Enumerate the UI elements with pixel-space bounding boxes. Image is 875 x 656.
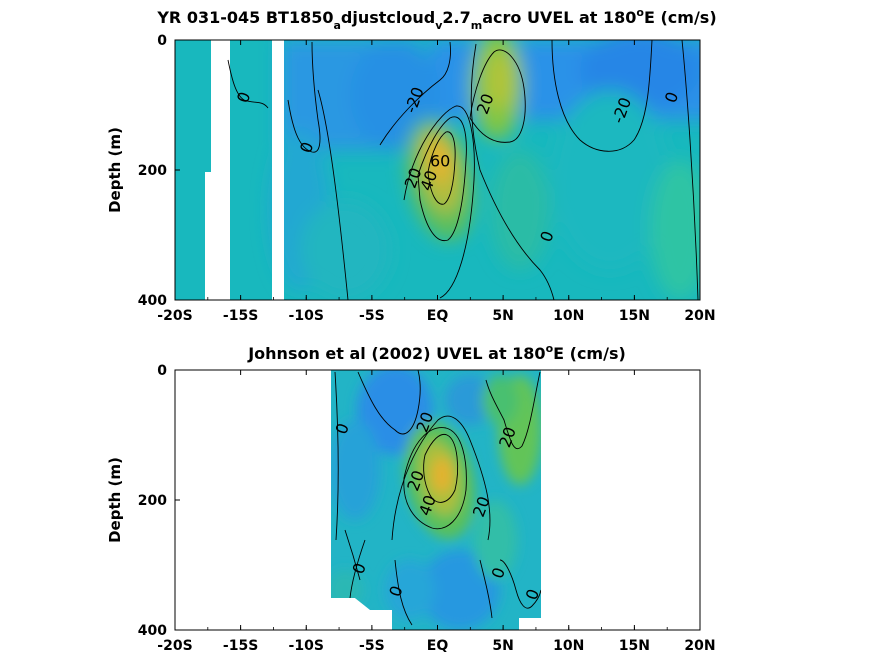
x-tick-label: 10N <box>553 308 584 324</box>
y-tick-label: 200 <box>138 163 167 179</box>
x-tick-label: 15N <box>619 638 650 654</box>
x-tick-label: -20S <box>157 308 192 324</box>
x-tick-label: 20N <box>684 308 715 324</box>
x-tick-label: -5S <box>359 308 385 324</box>
bottom-field <box>331 370 541 630</box>
x-tick-label: -15S <box>223 308 258 324</box>
x-tick-label: -15S <box>223 638 258 654</box>
bottom-title: Johnson et al (2002) UVEL at 180oE (cm/s… <box>247 342 626 363</box>
x-tick-label: 15N <box>619 308 650 324</box>
top-panel: YR 031-045 BT1850adjustcloudv2.7macro UV… <box>106 6 717 324</box>
x-tick-label: -10S <box>289 638 324 654</box>
x-tick-label: EQ <box>427 308 449 324</box>
x-tick-label: 10N <box>553 638 584 654</box>
top-ticks: -20S -15S -10S -5S EQ 5N 10N 15N 20N 0 200 400 <box>138 33 716 324</box>
top-field <box>175 40 700 300</box>
x-tick-label: -10S <box>289 308 324 324</box>
bottom-ylabel: Depth (m) <box>106 457 124 543</box>
contour-label: 60 <box>430 151 450 170</box>
bottom-panel: Johnson et al (2002) UVEL at 180oE (cm/s… <box>106 342 716 654</box>
x-tick-label: 20N <box>684 638 715 654</box>
x-tick-label: 5N <box>492 638 513 654</box>
top-ylabel: Depth (m) <box>106 127 124 213</box>
y-tick-label: 0 <box>157 363 167 379</box>
top-title: YR 031-045 BT1850adjustcloudv2.7macro UV… <box>156 6 716 32</box>
bottom-ticks: -20S -15S -10S -5S EQ 5N 10N 15N 20N 0 200 400 <box>138 363 716 654</box>
y-tick-label: 0 <box>157 33 167 49</box>
x-tick-label: -20S <box>157 638 192 654</box>
y-tick-label: 200 <box>138 493 167 509</box>
x-tick-label: -5S <box>359 638 385 654</box>
y-tick-label: 400 <box>138 623 167 639</box>
y-tick-label: 400 <box>138 293 167 309</box>
x-tick-label: EQ <box>427 638 449 654</box>
x-tick-label: 5N <box>492 308 513 324</box>
